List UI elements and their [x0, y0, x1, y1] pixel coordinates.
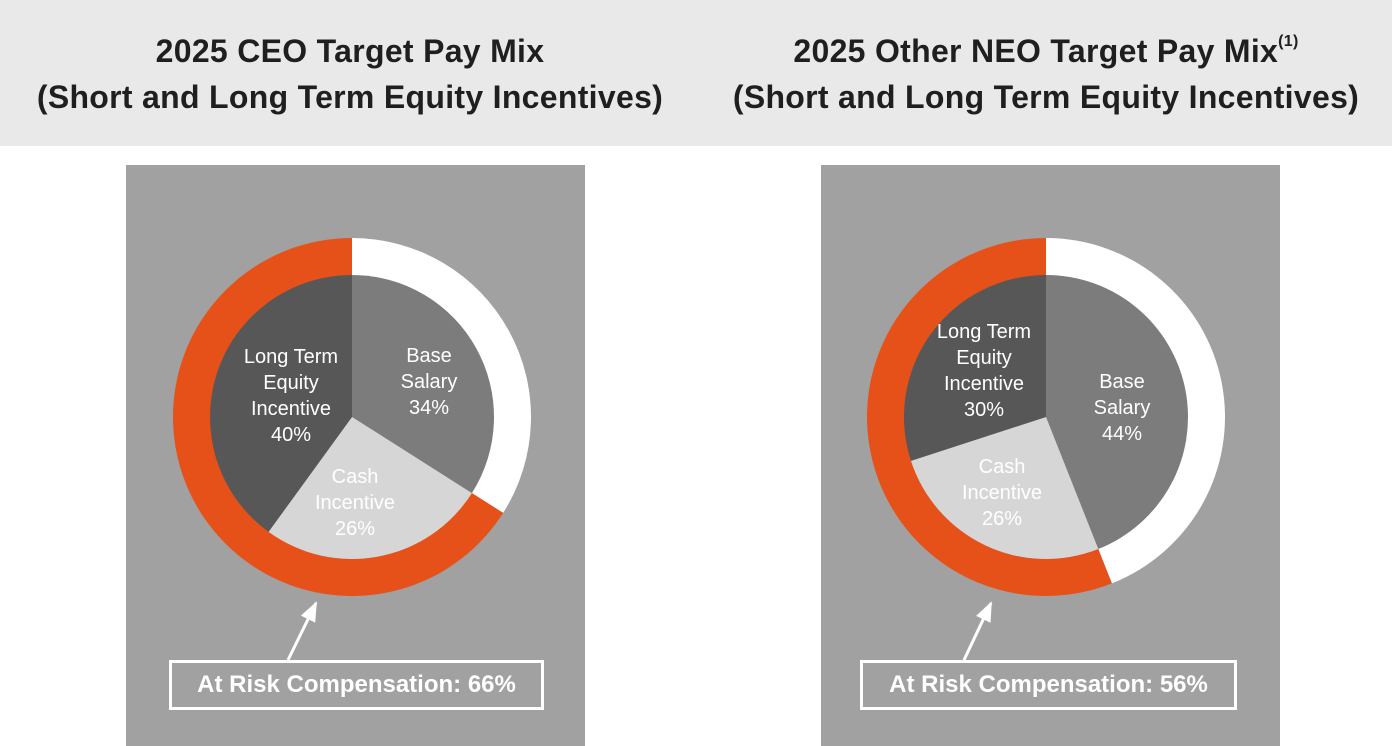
neo-label-line: Equity [956, 347, 1012, 369]
neo-title-line1-wrap: 2025 Other NEO Target Pay Mix(1) [700, 28, 1392, 74]
ceo-label-long-term-equity: Long Term Equity Incentive 40% [244, 346, 338, 446]
ceo-label-line: Long Term [244, 346, 338, 368]
neo-label-cash-incentive: Cash Incentive 26% [962, 456, 1042, 530]
ceo-label-line: 40% [271, 424, 311, 446]
neo-at-risk-callout: At Risk Compensation: 56% [860, 660, 1237, 710]
neo-title-line2: (Short and Long Term Equity Incentives) [732, 79, 1360, 115]
neo-label-line: Incentive [962, 482, 1042, 504]
ceo-pay-mix-chart: Base Salary 34% Cash Incentive 26% Long Term Eq… [173, 238, 531, 661]
neo-label-line: Cash [979, 456, 1026, 478]
neo-ring-at-risk-segment [866, 238, 1112, 596]
neo-callout-arrowhead [976, 601, 992, 623]
neo-pay-mix-panel: Base Salary 44% Cash Incentive 26% Long Term Eq… [821, 165, 1280, 746]
neo-slice-cash-incentive [910, 417, 1099, 559]
neo-label-line: 44% [1102, 423, 1142, 445]
ceo-callout-arrowhead [300, 601, 317, 623]
ceo-label-line: Equity [263, 372, 319, 394]
neo-label-base-salary: Base Salary 44% [1094, 371, 1151, 445]
ceo-title-line1: 2025 CEO Target Pay Mix [155, 33, 545, 69]
neo-slice-base-salary [1046, 275, 1188, 550]
ceo-label-line: Cash [332, 466, 379, 488]
ceo-label-line: Incentive [315, 492, 395, 514]
ceo-label-line: Salary [401, 371, 458, 393]
title-banner [0, 0, 1392, 146]
ceo-chart-title: 2025 CEO Target Pay Mix (Short and Long … [0, 28, 700, 120]
neo-label-line: Salary [1094, 397, 1151, 419]
neo-label-line: Long Term [937, 321, 1031, 343]
ceo-ring-fixed-segment [352, 238, 531, 513]
neo-pay-mix-chart: Base Salary 44% Cash Incentive 26% Long Term Eq… [866, 238, 1225, 661]
ceo-label-line: 34% [409, 397, 449, 419]
neo-title-footnote: (1) [1278, 33, 1299, 50]
ceo-label-cash-incentive: Cash Incentive 26% [315, 466, 395, 540]
ceo-slice-long-term-equity [210, 275, 352, 532]
neo-label-line: 30% [964, 399, 1004, 421]
neo-label-line: Incentive [944, 373, 1024, 395]
neo-chart-title: 2025 Other NEO Target Pay Mix(1) (Short … [700, 28, 1392, 120]
ceo-slice-cash-incentive [268, 417, 472, 559]
neo-label-line: 26% [982, 508, 1022, 530]
ceo-title-line2: (Short and Long Term Equity Incentives) [36, 79, 664, 115]
neo-ring-fixed-segment [1046, 238, 1225, 584]
ceo-pay-mix-panel: Base Salary 34% Cash Incentive 26% Long Term Eq… [126, 165, 585, 746]
ceo-label-base-salary: Base Salary 34% [401, 345, 458, 419]
ceo-label-line: Base [406, 345, 452, 367]
ceo-at-risk-callout: At Risk Compensation: 66% [169, 660, 544, 710]
neo-title-line1: 2025 Other NEO Target Pay Mix [793, 33, 1279, 69]
neo-label-long-term-equity: Long Term Equity Incentive 30% [937, 321, 1031, 421]
neo-label-line: Base [1099, 371, 1145, 393]
ceo-label-line: Incentive [251, 398, 331, 420]
neo-slice-long-term-equity [904, 275, 1046, 461]
ceo-slice-base-salary [352, 275, 494, 494]
ceo-label-line: 26% [335, 518, 375, 540]
